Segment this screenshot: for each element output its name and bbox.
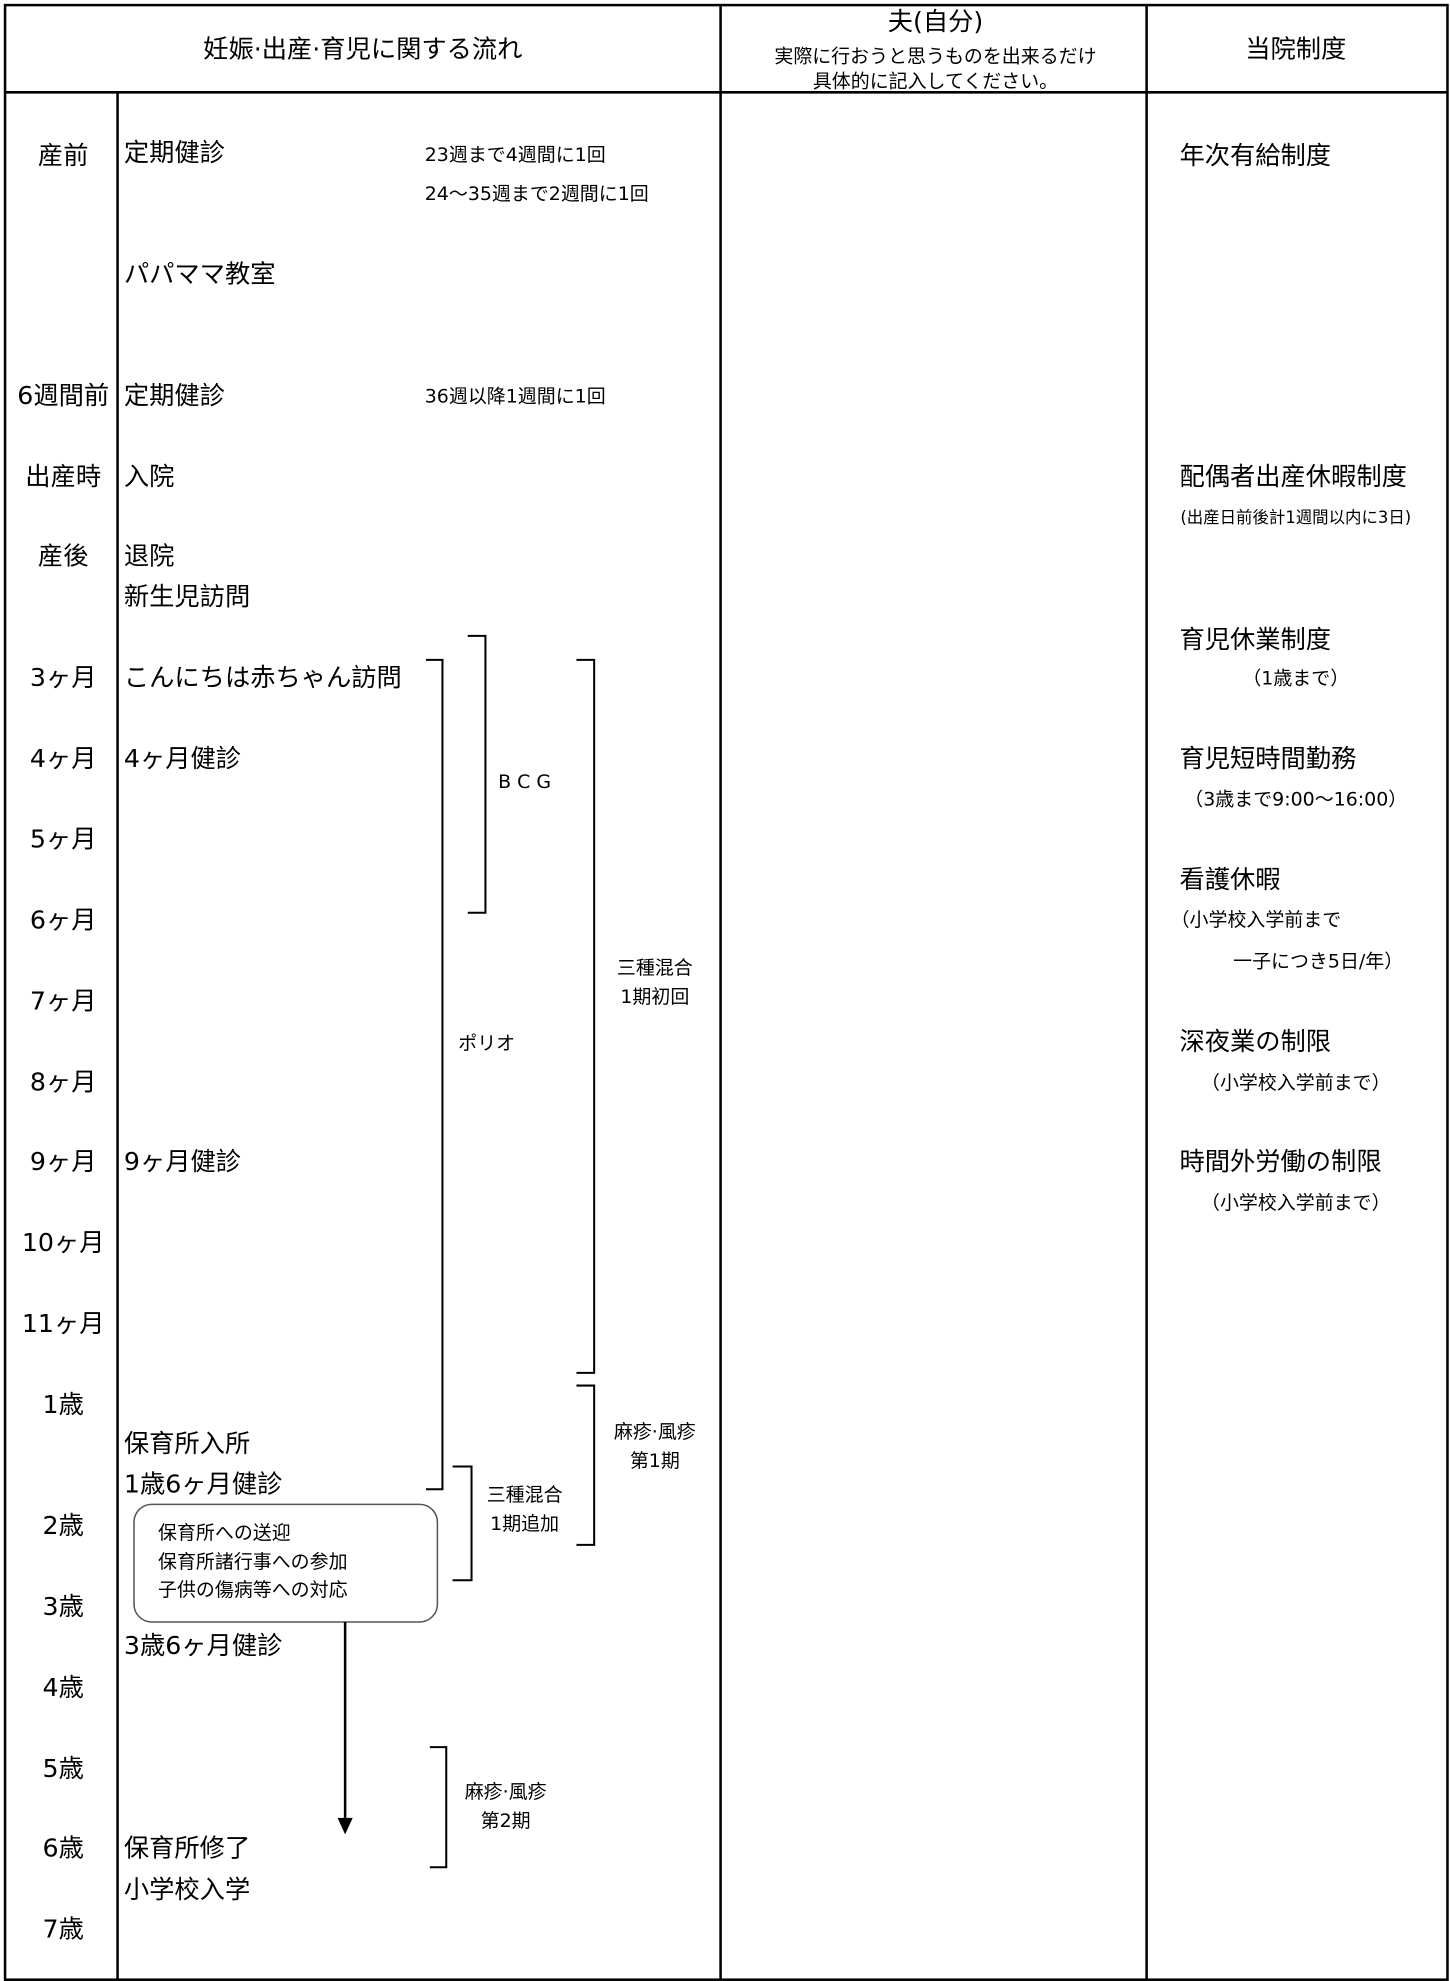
event-label: 定期健診 bbox=[124, 381, 225, 410]
header-policy: 当院制度 bbox=[1245, 35, 1346, 64]
vaccine-label: 1期初回 bbox=[620, 986, 689, 1008]
period-label: 6週間前 bbox=[17, 381, 109, 410]
event-label: 定期健診 bbox=[124, 138, 225, 167]
bracket bbox=[576, 658, 596, 1374]
vaccine-label: 麻疹·風疹 bbox=[465, 1781, 547, 1803]
vaccine-label: ポリオ bbox=[458, 1033, 515, 1055]
header-note: 実際に行おうと思うものを出来るだけ bbox=[774, 45, 1096, 67]
period-label: 出産時 bbox=[25, 462, 101, 491]
event-label: 1歳6ヶ月健診 bbox=[124, 1469, 282, 1498]
event-label: 新生児訪問 bbox=[124, 582, 250, 611]
vaccine-label: B C G bbox=[498, 771, 551, 793]
bracket bbox=[467, 634, 487, 914]
period-label: 3ヶ月 bbox=[30, 663, 97, 692]
policy-note: （小学校入学前まで） bbox=[1201, 1192, 1391, 1214]
box-line: 保育所への送迎 bbox=[158, 1522, 291, 1544]
bracket bbox=[429, 1746, 448, 1869]
policy-title: 配偶者出産休暇制度 bbox=[1179, 462, 1406, 491]
period-label: 産後 bbox=[38, 542, 89, 571]
period-label: 4歳 bbox=[43, 1673, 84, 1702]
period-label: 7ヶ月 bbox=[30, 987, 97, 1016]
bracket bbox=[426, 658, 444, 1491]
policy-title: 看護休暇 bbox=[1179, 865, 1280, 894]
period-label: 6歳 bbox=[43, 1834, 84, 1863]
event-label: 小学校入学 bbox=[124, 1875, 250, 1904]
event-note: 36週以降1週間に1回 bbox=[425, 385, 606, 407]
box-line: 子供の傷病等への対応 bbox=[158, 1579, 348, 1601]
vaccine-label: 第2期 bbox=[481, 1810, 531, 1832]
period-label: 6ヶ月 bbox=[30, 906, 97, 935]
period-label: 2歳 bbox=[43, 1511, 84, 1540]
event-label: こんにちは赤ちゃん訪問 bbox=[124, 663, 402, 692]
period-label: 8ヶ月 bbox=[30, 1067, 97, 1096]
vaccine-label: 麻疹·風疹 bbox=[614, 1421, 696, 1443]
period-label: 10ヶ月 bbox=[22, 1228, 105, 1257]
policy-note: （3歳まで9:00～16:00） bbox=[1184, 789, 1407, 811]
vaccine-label: 三種混合 bbox=[617, 957, 693, 979]
event-label: 3歳6ヶ月健診 bbox=[124, 1631, 282, 1660]
period-label: 9ヶ月 bbox=[30, 1147, 97, 1176]
bracket bbox=[576, 1384, 596, 1546]
period-label: 1歳 bbox=[43, 1390, 84, 1419]
policy-title: 育児短時間勤務 bbox=[1179, 744, 1356, 773]
table-border bbox=[3, 3, 1449, 1981]
policy-note: (出産日前後計1週間以内に3日) bbox=[1180, 508, 1411, 527]
event-note: 23週まで4週間に1回 bbox=[425, 144, 606, 166]
header-note: 具体的に記入してください。 bbox=[813, 71, 1058, 93]
period-label: 7歳 bbox=[43, 1914, 84, 1943]
header-flow: 妊娠·出産·育児に関する流れ bbox=[203, 35, 522, 64]
event-note: 24～35週まで2週間に1回 bbox=[425, 183, 649, 205]
header-husband: 夫(自分) bbox=[888, 7, 984, 36]
period-label: 11ヶ月 bbox=[22, 1309, 105, 1338]
period-label: 産前 bbox=[38, 141, 89, 170]
arrow-head bbox=[337, 1817, 353, 1835]
event-label: 入院 bbox=[124, 462, 175, 491]
period-label: 4ヶ月 bbox=[30, 744, 97, 773]
event-label: 退院 bbox=[124, 542, 175, 571]
policy-note: 一子につき5日/年） bbox=[1233, 951, 1403, 973]
vaccine-label: 第1期 bbox=[630, 1450, 680, 1472]
vaccine-label: 1期追加 bbox=[490, 1513, 559, 1535]
event-label: 9ヶ月健診 bbox=[124, 1147, 241, 1176]
policy-title: 年次有給制度 bbox=[1179, 141, 1331, 170]
task-box bbox=[133, 1503, 439, 1623]
period-label: 3歳 bbox=[43, 1592, 84, 1621]
policy-note: （1歳まで） bbox=[1242, 667, 1349, 689]
vaccine-label: 三種混合 bbox=[487, 1484, 563, 1506]
period-label: 5歳 bbox=[43, 1754, 84, 1783]
event-label: 保育所入所 bbox=[124, 1429, 250, 1458]
event-label: 4ヶ月健診 bbox=[124, 744, 241, 773]
policy-note: （小学校入学前まで） bbox=[1201, 1072, 1391, 1094]
bracket bbox=[452, 1465, 473, 1582]
policy-title: 時間外労働の制限 bbox=[1179, 1147, 1381, 1176]
policy-title: 深夜業の制限 bbox=[1179, 1027, 1331, 1056]
policy-title: 育児休業制度 bbox=[1179, 625, 1331, 654]
box-line: 保育所諸行事への参加 bbox=[158, 1551, 348, 1573]
event-label: パパママ教室 bbox=[124, 260, 276, 289]
event-label: 保育所修了 bbox=[124, 1834, 250, 1863]
period-label: 5ヶ月 bbox=[30, 825, 97, 854]
policy-note: （小学校入学前まで bbox=[1171, 909, 1342, 931]
